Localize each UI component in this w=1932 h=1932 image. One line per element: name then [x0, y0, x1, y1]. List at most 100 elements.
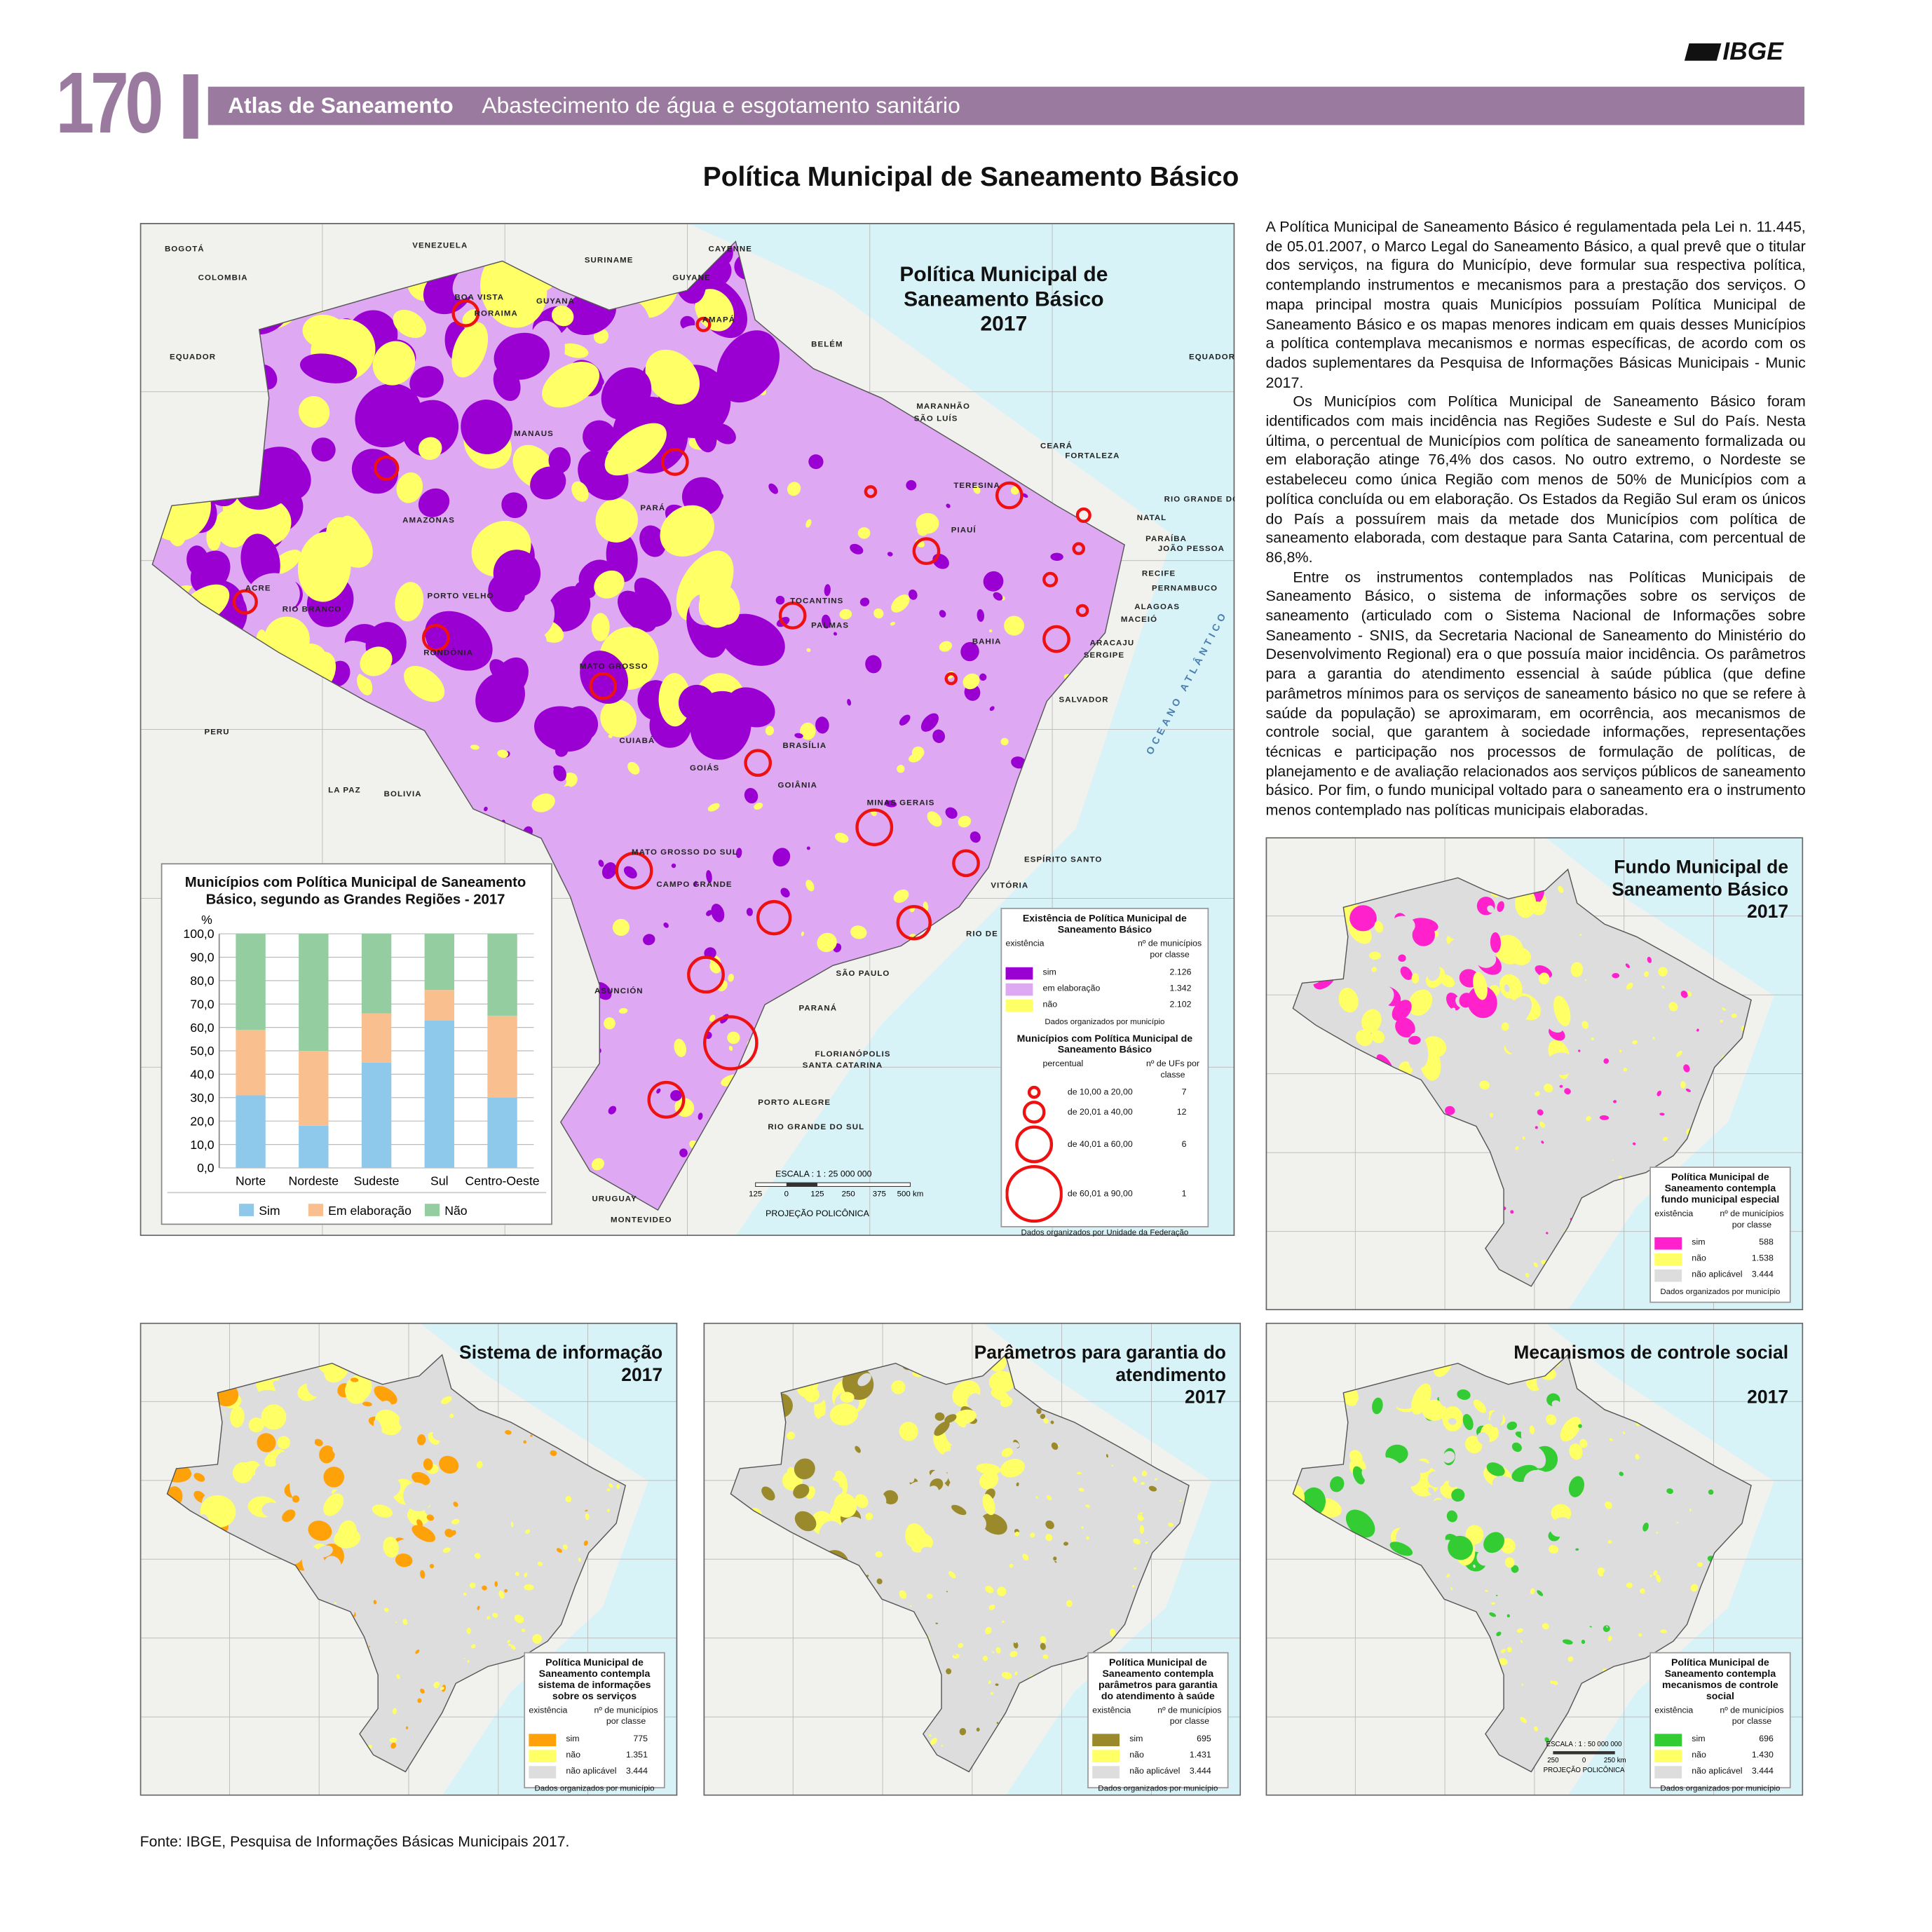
map-year: 2017 [1747, 902, 1789, 923]
place-label: ASUNCIÓN [594, 986, 644, 995]
municipality [754, 803, 763, 810]
municipality [1361, 1469, 1380, 1488]
municipality [1609, 1438, 1613, 1441]
municipality [859, 597, 870, 606]
municipality [1040, 1635, 1047, 1643]
municipality [1489, 1612, 1497, 1617]
municipality [583, 420, 616, 454]
municipality [1626, 1582, 1633, 1589]
legend-count: 6 [1181, 1140, 1187, 1149]
municipality [1657, 1090, 1662, 1096]
municipality [873, 1466, 884, 1477]
small-map [140, 1322, 678, 1796]
source: Fonte: IBGE, Pesquisa de Informações Bás… [140, 1832, 570, 1851]
legend-label: não [1129, 1751, 1144, 1760]
municipality [393, 309, 426, 339]
municipality [1581, 1640, 1586, 1645]
municipality [972, 1506, 979, 1512]
municipality [1668, 1002, 1678, 1012]
legend-header: percentual nº de UFs por classe [1006, 1059, 1204, 1082]
municipality [711, 904, 725, 923]
municipality [396, 472, 423, 503]
municipality [1653, 1570, 1658, 1576]
municipality [403, 1482, 432, 1511]
municipality [1553, 1680, 1558, 1685]
municipality [808, 376, 822, 388]
municipality [411, 1471, 430, 1485]
legend-swatch [1654, 1237, 1682, 1249]
municipality [894, 1544, 913, 1559]
municipality [939, 610, 946, 618]
municipality [1054, 1560, 1057, 1563]
municipality [1525, 1273, 1530, 1278]
legend-count: 7 [1181, 1088, 1187, 1097]
municipality [467, 1660, 470, 1663]
municipality [1500, 1240, 1504, 1244]
municipality [489, 1527, 494, 1530]
municipality [930, 864, 941, 878]
y-tick-label: 40,0 [190, 1068, 215, 1082]
municipality [1498, 1595, 1502, 1599]
municipality [1036, 1408, 1042, 1415]
legend-note: Dados organizados por município [1045, 1018, 1165, 1027]
place-label: PIAUÍ [951, 526, 977, 535]
brazil-border [151, 240, 1125, 1211]
municipality [1496, 1121, 1499, 1125]
state-circle [232, 589, 258, 615]
municipality [1014, 1531, 1020, 1537]
municipality [934, 1412, 945, 1421]
municipality [1523, 1469, 1555, 1499]
municipality [548, 447, 571, 474]
municipality [477, 1605, 480, 1610]
scale-tick: 375 [873, 1190, 886, 1199]
municipality [867, 1525, 885, 1543]
header-bar: Atlas de Saneamento Abastecimento de águ… [208, 86, 1805, 125]
municipality [386, 1429, 419, 1457]
municipality [334, 1528, 361, 1549]
municipality [794, 1511, 817, 1532]
municipality [942, 1450, 955, 1464]
state-circle [1075, 507, 1091, 523]
municipality [508, 1549, 510, 1553]
circle-symbol [1027, 1085, 1041, 1099]
municipality [200, 1495, 236, 1528]
municipality [1064, 1421, 1073, 1431]
municipality [461, 400, 513, 454]
municipality [1544, 1117, 1551, 1123]
municipality [261, 1502, 283, 1518]
municipality [801, 931, 804, 937]
state-circle [912, 537, 941, 566]
municipality [991, 1692, 993, 1695]
municipality [1568, 1476, 1584, 1497]
municipality [408, 1375, 417, 1392]
section-title: Atlas de Saneamento [228, 93, 454, 118]
scale-tick: 500 km [897, 1190, 924, 1199]
municipality [1408, 1035, 1421, 1045]
legend-count: 1.351 [625, 1751, 648, 1760]
municipality [542, 362, 600, 408]
municipality [1468, 918, 1491, 941]
municipality [1442, 1450, 1455, 1463]
municipality [487, 1616, 491, 1620]
municipality [1575, 1548, 1579, 1551]
municipality [1642, 1059, 1652, 1066]
municipality [1706, 1498, 1709, 1502]
y-tick-label: 10,0 [190, 1138, 215, 1152]
municipality [1538, 972, 1550, 985]
municipality [1014, 1671, 1018, 1675]
municipality [1050, 552, 1063, 561]
municipality [948, 1571, 956, 1579]
municipality [316, 1591, 324, 1598]
municipality [817, 932, 837, 953]
municipality [1681, 1483, 1687, 1489]
municipality [458, 1487, 464, 1493]
municipality [277, 1436, 290, 1450]
municipality [504, 1589, 508, 1593]
municipality [401, 1753, 409, 1762]
municipality [387, 1681, 391, 1687]
municipality [1075, 1590, 1078, 1593]
municipality [876, 1399, 891, 1413]
municipality [1426, 1436, 1436, 1445]
municipality [1612, 972, 1620, 979]
municipality [643, 934, 655, 946]
